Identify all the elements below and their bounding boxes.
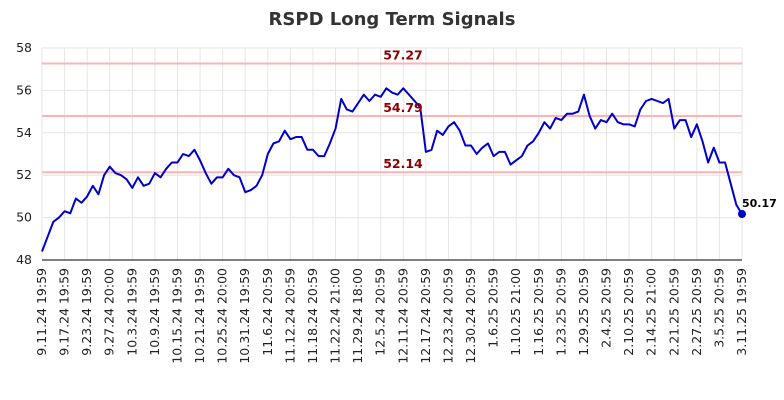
x-tick-label: 2.4.25 20:59: [599, 268, 614, 348]
x-tick-label: 12.30.24 20:59: [463, 268, 478, 364]
y-tick-label: 50: [16, 210, 32, 225]
x-tick-label: 11.22.24 21:00: [328, 268, 343, 364]
x-tick-label: 2.14.25 21:00: [644, 268, 659, 356]
x-tick-label: 11.18.24 20:59: [305, 268, 320, 364]
signal-level-label: 57.27: [383, 47, 423, 62]
x-tick-label: 10.3.24 19:59: [124, 268, 139, 356]
x-tick-label: 3.11.25 19:59: [734, 268, 749, 356]
x-tick-label: 1.6.25 20:59: [486, 268, 501, 348]
x-tick-label: 10.9.24 19:59: [147, 268, 162, 356]
x-tick-label: 2.27.25 20:59: [689, 268, 704, 356]
x-tick-label: 12.17.24 20:59: [418, 268, 433, 364]
x-tick-label: 2.21.25 20:59: [666, 268, 681, 356]
x-tick-label: 1.10.25 21:00: [508, 268, 523, 356]
x-tick-label: 9.17.24 19:59: [57, 268, 72, 356]
x-tick-label: 12.5.24 20:59: [373, 268, 388, 356]
x-tick-label: 9.11.24 19:59: [34, 268, 49, 356]
x-tick-label: 1.16.25 20:59: [531, 268, 546, 356]
y-tick-label: 56: [16, 82, 32, 97]
last-point-marker: [738, 209, 746, 218]
x-tick-label: 10.21.24 19:59: [192, 268, 207, 364]
grid: [41, 47, 743, 261]
x-tick-label: 10.31.24 19:59: [237, 268, 252, 364]
y-tick-label: 54: [16, 125, 32, 140]
axes: 48 50 52 54 56 58 9.11.24 19:59 9.17.24 19:59 9.…: [16, 40, 749, 364]
x-tick-label: 11.12.24 20:59: [282, 268, 297, 364]
x-tick-label: 12.23.24 20:59: [440, 268, 455, 364]
y-tick-label: 52: [16, 167, 32, 182]
x-tick-label: 11.29.24 18:00: [350, 268, 365, 364]
labels: 57.27 54.79 52.14 50.17: [383, 47, 777, 210]
signal-levels: [42, 62, 742, 174]
x-tick-label: 9.23.24 19:59: [79, 268, 94, 356]
x-tick-label: 2.10.25 20:59: [621, 268, 636, 356]
x-tick-label: 10.15.24 19:59: [169, 268, 184, 364]
signal-level-label: 54.79: [383, 100, 423, 115]
y-tick-label: 48: [16, 252, 32, 267]
price-line: [41, 87, 743, 252]
x-tick-label: 11.6.24 20:59: [260, 268, 275, 356]
x-tick-label: 10.25.24 20:00: [215, 268, 230, 364]
signal-level-label: 52.14: [383, 156, 423, 171]
x-tick-label: 1.29.25 20:59: [576, 268, 591, 356]
x-tick-label: 3.5.25 20:59: [711, 268, 726, 348]
last-value-label: 50.17: [742, 197, 777, 210]
series: [41, 87, 746, 252]
x-tick-label: 9.27.24 20:00: [102, 268, 117, 356]
x-tick-label: 1.23.25 20:59: [553, 268, 568, 356]
chart-title: RSPD Long Term Signals: [269, 9, 516, 30]
y-tick-label: 58: [16, 40, 32, 55]
x-tick-label: 12.11.24 20:59: [395, 268, 410, 364]
